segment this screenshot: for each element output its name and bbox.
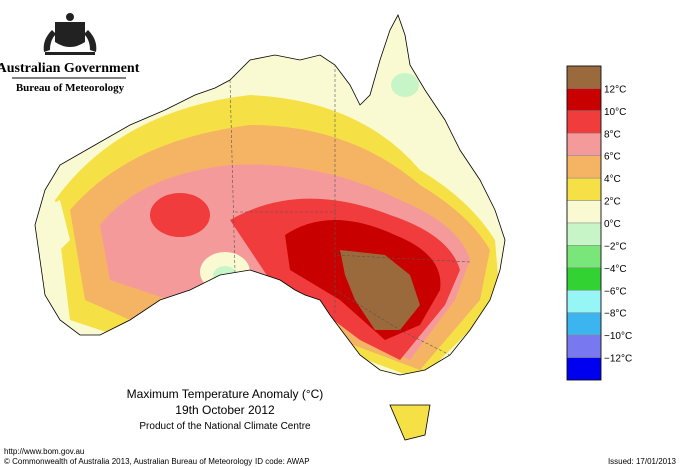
footer-id: ID code: AWAP xyxy=(255,457,310,466)
legend-swatch xyxy=(566,312,602,336)
legend-label: −2°C xyxy=(604,241,627,252)
government-name: Australian Government xyxy=(0,61,140,76)
legend-swatch xyxy=(566,222,602,246)
legend-label: 6°C xyxy=(604,152,621,163)
map-date: 19th October 2012 xyxy=(175,403,275,417)
legend-swatch xyxy=(566,334,602,358)
map-title: Maximum Temperature Anomaly (°C) xyxy=(127,387,324,401)
map-product: Product of the National Climate Centre xyxy=(139,421,311,432)
legend: 12°C 10°C 8°C 6°C 4°C 2°C 0°C −2°C −4°C −6°C −8°C −… xyxy=(566,65,632,381)
legend-label: −8°C xyxy=(604,309,627,320)
legend-swatch xyxy=(566,65,602,89)
footer-copyright: © Commonwealth of Australia 2013, Austra… xyxy=(4,457,252,466)
legend-label: 8°C xyxy=(604,129,621,140)
crest xyxy=(43,13,97,55)
footer-url: http://www.bom.gov.au xyxy=(4,447,84,456)
state-borders xyxy=(229,65,471,356)
legend-label: 10°C xyxy=(604,107,626,118)
legend-swatch xyxy=(566,155,602,179)
legend-label: 12°C xyxy=(604,84,626,95)
legend-label: 4°C xyxy=(604,174,621,185)
legend-swatch xyxy=(566,290,602,313)
legend-label: 0°C xyxy=(604,219,621,230)
legend-swatch xyxy=(566,200,602,224)
legend-swatch xyxy=(566,133,602,156)
legend-label: −12°C xyxy=(604,354,632,365)
legend-label: −6°C xyxy=(604,286,627,297)
legend-swatch xyxy=(566,357,602,381)
legend-label: −4°C xyxy=(604,264,627,275)
coastline xyxy=(34,14,506,376)
legend-swatch xyxy=(566,245,602,269)
agency-name: Bureau of Meteorology xyxy=(16,82,125,94)
legend-frame xyxy=(566,65,602,381)
legend-swatch xyxy=(566,110,602,134)
legend-label: −10°C xyxy=(604,331,632,342)
legend-swatch xyxy=(566,177,602,201)
legend-label: 2°C xyxy=(604,197,621,208)
tasmania xyxy=(389,404,431,441)
anomaly-map xyxy=(35,15,505,375)
legend-swatch xyxy=(566,267,602,291)
legend-swatch xyxy=(566,88,602,112)
footer-issued: Issued: 17/01/2013 xyxy=(608,457,677,466)
